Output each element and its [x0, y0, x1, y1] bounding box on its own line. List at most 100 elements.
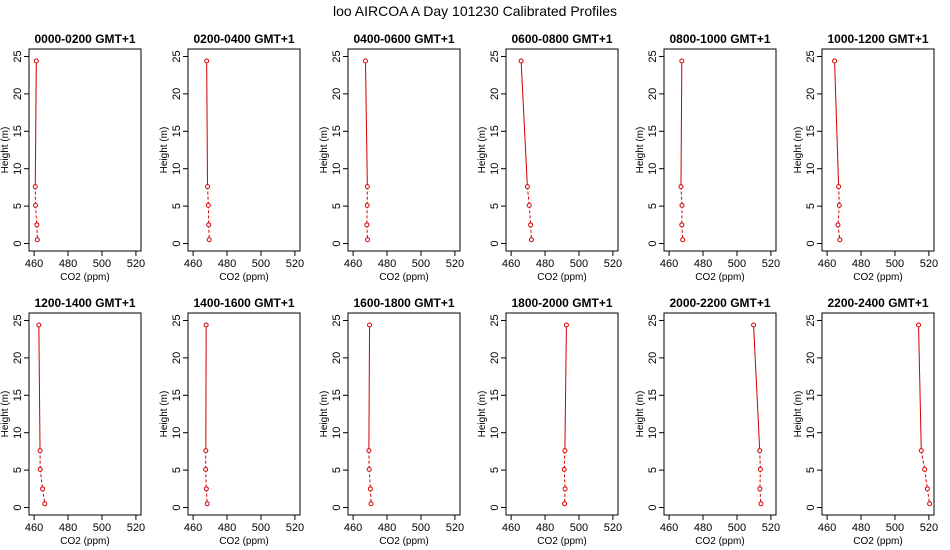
y-tick-label: 25 [331, 314, 343, 326]
profile-segment [364, 60, 368, 187]
x-tick-label: 520 [127, 522, 145, 534]
profile-segment [920, 450, 926, 470]
data-point [365, 237, 371, 243]
plot-frame [28, 312, 142, 516]
y-tick-label: 5 [805, 203, 817, 209]
x-tick-label: 500 [252, 258, 270, 270]
plot-frame [347, 48, 461, 252]
panel-title: 2200-2400 GMT+1 [827, 296, 928, 310]
x-axis-label: CO2 (ppm) [60, 536, 109, 547]
panel-title: 0000-0200 GMT+1 [34, 32, 135, 46]
plot-frame [187, 48, 301, 252]
y-tick-label: 20 [331, 88, 343, 100]
profile-segment [368, 469, 371, 489]
data-point [562, 486, 568, 492]
y-axis-label: Height (m) [159, 127, 170, 174]
panel-title: 1400-1600 GMT+1 [193, 296, 294, 310]
x-tick-label: 520 [604, 258, 622, 270]
y-tick-label: 20 [805, 88, 817, 100]
profile-segment [680, 186, 683, 206]
data-point [757, 486, 763, 492]
y-tick-label: 20 [171, 352, 183, 364]
profile-segment [759, 450, 761, 470]
x-tick-label: 460 [660, 522, 678, 534]
data-point [205, 184, 211, 190]
profile-segment [759, 469, 761, 489]
x-tick-label: 480 [59, 522, 77, 534]
x-axis-label: CO2 (ppm) [60, 272, 109, 283]
y-tick-label: 25 [331, 50, 343, 62]
x-tick-label: 500 [570, 522, 588, 534]
y-tick-label: 0 [805, 240, 817, 246]
data-point [364, 184, 370, 190]
y-tick-label: 10 [331, 427, 343, 439]
profile-segment [680, 60, 683, 187]
data-point [751, 322, 757, 328]
x-tick-label: 520 [920, 258, 938, 270]
x-axis-label: CO2 (ppm) [537, 272, 586, 283]
chart-panel: 0400-0600 GMT+1 460 480 500 520 0 5 10 15 20 25 CO2… [319, 32, 464, 283]
x-tick-label: 480 [378, 258, 396, 270]
y-tick-label: 5 [12, 467, 24, 473]
y-tick-label: 0 [489, 504, 501, 510]
x-axis-label: CO2 (ppm) [695, 536, 744, 547]
data-point [916, 322, 922, 328]
y-tick-label: 0 [12, 504, 24, 510]
y-axis-label: Height (m) [477, 127, 488, 174]
x-tick-label: 500 [886, 258, 904, 270]
data-point [368, 501, 374, 507]
y-tick-label: 5 [489, 467, 501, 473]
chart-panel: 1000-1200 GMT+1 460 480 500 520 0 5 10 15 20 25 CO2… [793, 32, 938, 283]
x-tick-label: 460 [502, 258, 520, 270]
data-point [36, 322, 42, 328]
data-point [34, 237, 40, 243]
x-tick-label: 480 [218, 258, 236, 270]
data-point [32, 202, 38, 208]
x-tick-label: 480 [852, 258, 870, 270]
y-tick-label: 25 [12, 314, 24, 326]
x-tick-label: 520 [286, 522, 304, 534]
profile-segment [924, 469, 928, 489]
x-tick-label: 480 [378, 522, 396, 534]
y-tick-label: 15 [805, 125, 817, 137]
panel-title: 0800-1000 GMT+1 [669, 32, 770, 46]
data-point [34, 222, 40, 228]
profile-segment [563, 469, 566, 489]
data-point [206, 222, 212, 228]
y-tick-label: 25 [489, 50, 501, 62]
y-axis-label: Height (m) [0, 391, 11, 438]
y-tick-label: 10 [171, 163, 183, 175]
y-tick-label: 0 [12, 240, 24, 246]
profile-segment [42, 488, 46, 504]
data-point [33, 58, 39, 64]
y-tick-label: 0 [331, 504, 343, 510]
profile-segment [206, 60, 209, 187]
panel-title: 1000-1200 GMT+1 [827, 32, 928, 46]
data-point [679, 202, 685, 208]
y-tick-label: 5 [171, 203, 183, 209]
x-tick-label: 480 [694, 258, 712, 270]
x-axis-label: CO2 (ppm) [219, 536, 268, 547]
y-tick-label: 15 [647, 125, 659, 137]
y-tick-label: 15 [805, 389, 817, 401]
y-tick-label: 5 [647, 203, 659, 209]
profile-segment [838, 186, 840, 206]
x-tick-label: 460 [25, 522, 43, 534]
chart-panel: 1600-1800 GMT+1 460 480 500 520 0 5 10 15 20 25 CO2… [319, 296, 464, 547]
y-tick-label: 10 [12, 427, 24, 439]
y-tick-label: 10 [805, 163, 817, 175]
y-tick-label: 0 [171, 504, 183, 510]
y-tick-label: 5 [171, 467, 183, 473]
data-point [526, 202, 532, 208]
y-tick-label: 0 [647, 240, 659, 246]
profile-segment [526, 186, 530, 206]
data-point [680, 237, 686, 243]
data-point [203, 448, 209, 454]
data-point [37, 466, 43, 472]
chart-panel: 0000-0200 GMT+1 460 480 500 520 0 5 10 15 20 25 CO2… [0, 32, 145, 283]
data-point [206, 237, 212, 243]
data-point [40, 486, 46, 492]
data-point [757, 466, 763, 472]
chart-panel: 0200-0400 GMT+1 460 480 500 520 0 5 10 15 20 25 CO2… [159, 32, 304, 283]
